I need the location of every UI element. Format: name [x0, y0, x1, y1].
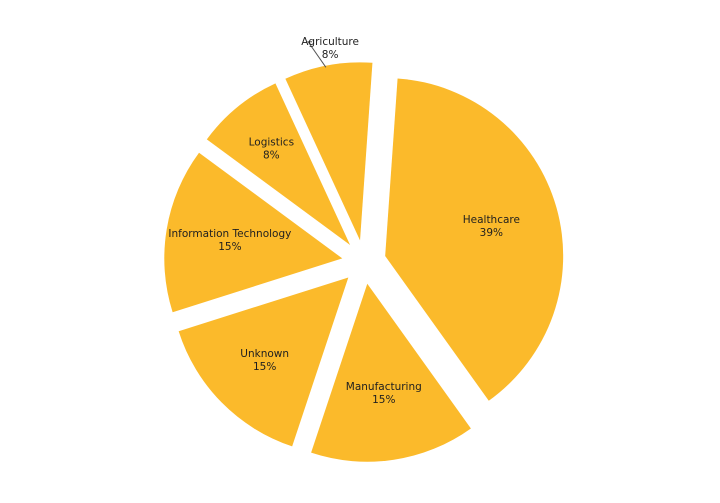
pie-slice-healthcare [385, 78, 564, 401]
labels-layer: Healthcare39%Manufacturing15%Unknown15%I… [168, 36, 520, 406]
slice-label-agriculture: Agriculture [301, 36, 359, 48]
slice-label-healthcare: Healthcare [463, 214, 520, 226]
slice-value-unknown: 15% [253, 361, 276, 373]
slice-label-unknown: Unknown [240, 348, 289, 360]
leader-line-agriculture [307, 41, 327, 68]
pie-slice-unknown [178, 277, 349, 447]
slice-value-logistics: 8% [263, 149, 280, 161]
pie-slice-logistics [206, 83, 351, 245]
pie-slice-manufacturing [311, 283, 471, 462]
slice-label-logistics: Logistics [249, 136, 294, 148]
pie-slice-information-technology [164, 152, 343, 313]
slice-value-agriculture: 8% [322, 49, 339, 61]
slice-value-information-technology: 15% [218, 241, 241, 253]
slice-value-manufacturing: 15% [372, 394, 395, 406]
slices-layer [164, 62, 564, 462]
slice-label-information-technology: Information Technology [168, 228, 291, 240]
slice-value-healthcare: 39% [480, 227, 503, 239]
slice-label-manufacturing: Manufacturing [346, 381, 422, 393]
pie-slice-agriculture [285, 62, 373, 241]
